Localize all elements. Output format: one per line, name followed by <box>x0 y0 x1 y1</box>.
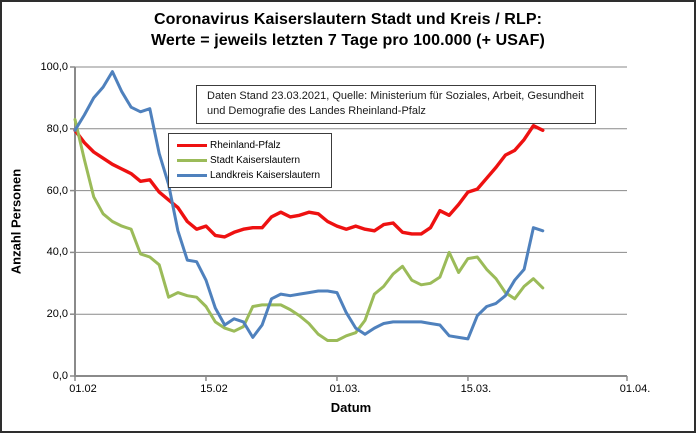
y-axis-tick-label: 0,0 <box>52 370 68 382</box>
source-annotation-box: Daten Stand 23.03.2021, Quelle: Minister… <box>196 85 596 124</box>
legend-item-landkreis-kaiserslautern: Landkreis Kaiserslautern <box>177 168 331 183</box>
legend-item-rheinland-pfalz: Rheinland-Pfalz <box>177 138 331 153</box>
legend: Rheinland-Pfalz Stadt Kaiserslautern Lan… <box>168 133 332 188</box>
x-axis-tick-label: 01.02 <box>69 383 97 395</box>
annotation-line2: und Demografie des Landes Rheinland-Pfal… <box>207 105 426 117</box>
annotation-line1: Daten Stand 23.03.2021, Quelle: Minister… <box>207 90 584 102</box>
chart-title: Coronavirus Kaiserslautern Stadt und Kre… <box>2 9 694 51</box>
landkreis-kaiserslautern-line <box>73 70 545 341</box>
chart-title-line2: Werte = jeweils letzten 7 Tage pro 100.0… <box>151 32 545 49</box>
x-axis-tick-label: 01.03. <box>329 383 361 395</box>
legend-label: Stadt Kaiserslautern <box>210 155 301 166</box>
x-axis-tick-label: 15.03. <box>460 383 492 395</box>
y-axis-tick-label: 40,0 <box>46 246 68 259</box>
rheinland-pfalz-line <box>73 123 545 239</box>
legend-label: Rheinland-Pfalz <box>210 140 281 151</box>
legend-line-sample-blue <box>177 174 207 177</box>
y-axis-tick-label: 100,0 <box>40 61 68 73</box>
x-axis-tick-label: 15.02 <box>200 383 228 395</box>
y-axis-tick-label: 60,0 <box>46 184 68 197</box>
x-axis-tick-label: 01.04. <box>619 383 651 395</box>
stadt-kaiserslautern-line <box>73 118 545 342</box>
y-axis-tick-label: 20,0 <box>46 308 68 321</box>
chart-title-line1: Coronavirus Kaiserslautern Stadt und Kre… <box>153 11 543 28</box>
x-axis-title: Datum <box>330 400 372 415</box>
legend-line-sample-green <box>177 159 207 162</box>
y-axis-tick-label: 80,0 <box>46 122 68 135</box>
legend-item-stadt-kaiserslautern: Stadt Kaiserslautern <box>177 153 331 168</box>
legend-label: Landkreis Kaiserslautern <box>210 170 321 181</box>
legend-line-sample-red <box>177 144 207 147</box>
y-axis-title: Anzahl Personen <box>8 168 24 275</box>
